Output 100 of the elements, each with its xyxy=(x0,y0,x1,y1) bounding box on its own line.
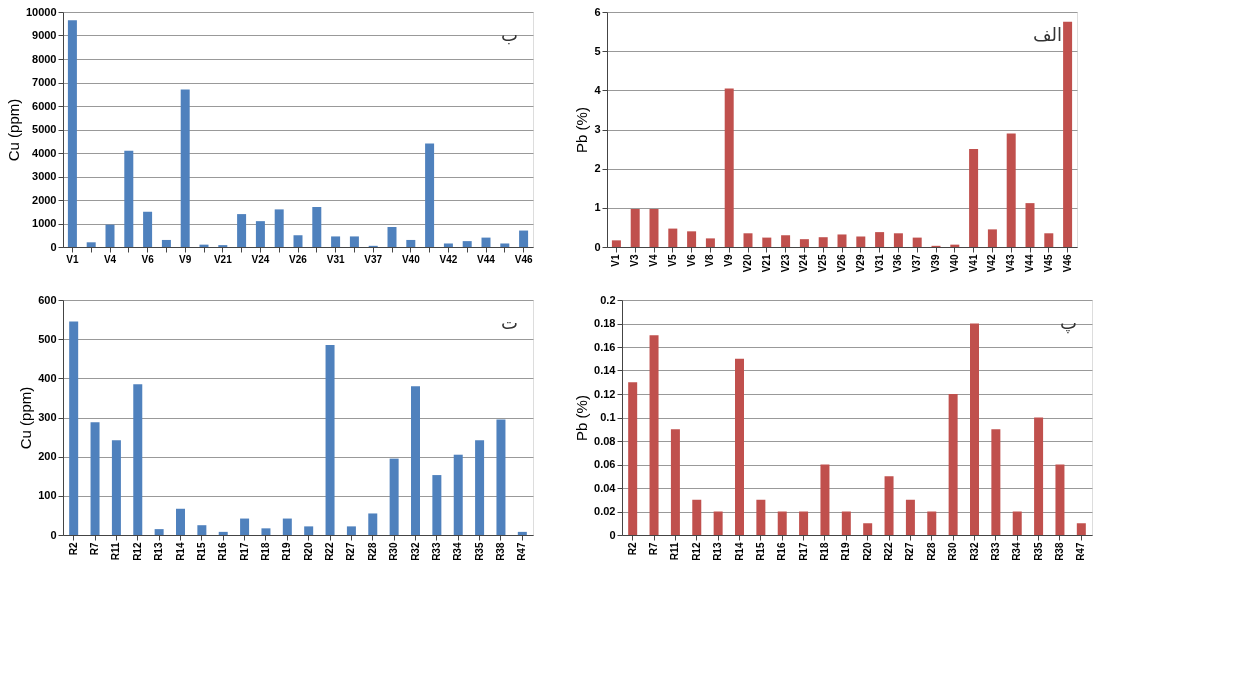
y-axis-title: Pb (%) xyxy=(573,395,591,441)
y-tick-label: 200 xyxy=(38,450,57,463)
x-tick-label: V23 xyxy=(779,254,791,273)
bar xyxy=(176,508,185,535)
bar xyxy=(406,239,416,247)
x-tick-label: V29 xyxy=(854,254,866,273)
x-tick-label: V31 xyxy=(326,253,345,265)
y-tick-label: 8000 xyxy=(32,52,57,65)
x-tick-label: R16 xyxy=(776,542,788,561)
bar xyxy=(756,499,766,535)
bar xyxy=(67,20,77,247)
x-tick-label: V21 xyxy=(760,254,772,273)
x-tick-label: V41 xyxy=(967,254,979,273)
x-tick-label: R19 xyxy=(281,542,293,561)
bar xyxy=(240,518,250,535)
bar xyxy=(649,209,659,247)
x-tick-label: R13 xyxy=(712,542,724,561)
bar xyxy=(389,458,399,535)
x-tick-label: R47 xyxy=(1075,542,1087,561)
y-axis-title: Pb (%) xyxy=(573,107,591,153)
bar xyxy=(425,143,435,247)
x-tick-label: V24 xyxy=(251,253,270,265)
bar xyxy=(481,237,491,247)
bar xyxy=(762,237,772,247)
bar xyxy=(724,88,734,247)
x-tick-label: R27 xyxy=(345,542,357,561)
y-tick-label: 0 xyxy=(609,528,616,541)
bar xyxy=(325,345,335,535)
x-tick-label: V36 xyxy=(892,254,904,273)
x-tick-label: V40 xyxy=(948,254,960,273)
bar xyxy=(743,233,753,247)
y-tick-label: 3 xyxy=(594,123,601,135)
bar xyxy=(863,523,873,535)
bar xyxy=(161,239,171,247)
y-tick-label: 100 xyxy=(38,489,57,502)
x-tick-label: R14 xyxy=(733,542,745,561)
bar xyxy=(111,440,121,535)
x-tick-label: V9 xyxy=(179,253,192,265)
bar xyxy=(453,454,463,535)
bar xyxy=(628,382,638,535)
y-tick-label: 2 xyxy=(594,162,601,175)
y-tick-label: 0.08 xyxy=(594,434,616,447)
x-tick-label: R18 xyxy=(259,542,271,561)
bar xyxy=(692,499,702,535)
y-tick-label: 1 xyxy=(594,201,601,214)
y-tick-label: 5000 xyxy=(32,123,57,135)
x-tick-label: R2 xyxy=(626,542,638,556)
x-tick-label: R15 xyxy=(195,542,207,561)
x-tick-label: V43 xyxy=(1005,254,1017,273)
x-tick-label: R34 xyxy=(452,542,464,561)
x-tick-label: V42 xyxy=(439,253,458,265)
x-tick-label: R47 xyxy=(516,542,528,561)
bar xyxy=(133,384,143,535)
bar xyxy=(69,321,79,535)
x-tick-label: V8 xyxy=(704,254,716,267)
y-axis-title: Cu (ppm) xyxy=(17,386,35,450)
bar xyxy=(218,531,228,535)
bar xyxy=(1025,203,1035,247)
x-tick-label: V3 xyxy=(629,254,641,267)
bar xyxy=(991,429,1001,535)
x-tick-label: V37 xyxy=(364,253,383,265)
bar xyxy=(1034,417,1044,535)
x-tick-label: R30 xyxy=(388,542,400,561)
x-tick-label: R34 xyxy=(1011,542,1023,561)
bar xyxy=(90,422,100,535)
x-tick-label: V24 xyxy=(798,254,810,273)
bar xyxy=(197,525,207,535)
x-tick-label: V44 xyxy=(477,253,496,265)
x-tick-label: V1 xyxy=(66,253,79,265)
y-tick-label: 0.06 xyxy=(594,458,616,470)
bar xyxy=(293,235,303,247)
y-tick-label: 2000 xyxy=(32,193,57,206)
y-tick-label: 3000 xyxy=(32,170,57,182)
bar xyxy=(948,394,958,535)
y-tick-label: 0 xyxy=(50,240,57,253)
bar xyxy=(443,243,453,247)
x-tick-label: R7 xyxy=(648,542,660,556)
x-tick-label: R19 xyxy=(840,542,852,561)
x-tick-label: V46 xyxy=(1061,254,1073,273)
x-tick-label: V37 xyxy=(911,254,923,273)
bar xyxy=(927,511,937,535)
bar xyxy=(875,232,885,247)
bar xyxy=(517,531,527,535)
x-tick-label: R20 xyxy=(861,542,873,561)
x-tick-label: R38 xyxy=(1053,542,1065,561)
bar xyxy=(86,242,96,247)
annotation: ب xyxy=(501,24,518,45)
bar xyxy=(970,323,979,535)
x-tick-label: R33 xyxy=(989,542,1001,561)
x-tick-label: V44 xyxy=(1024,254,1035,273)
y-tick-label: 0 xyxy=(50,528,57,541)
bar xyxy=(969,149,979,247)
x-tick-label: R2 xyxy=(67,542,79,556)
x-tick-label: V26 xyxy=(289,253,308,265)
x-tick-label: V20 xyxy=(742,254,753,273)
bar xyxy=(368,513,378,535)
bar xyxy=(987,229,997,247)
x-tick-label: R38 xyxy=(494,542,506,561)
bar xyxy=(799,239,809,247)
x-tick-label: V26 xyxy=(836,254,847,273)
